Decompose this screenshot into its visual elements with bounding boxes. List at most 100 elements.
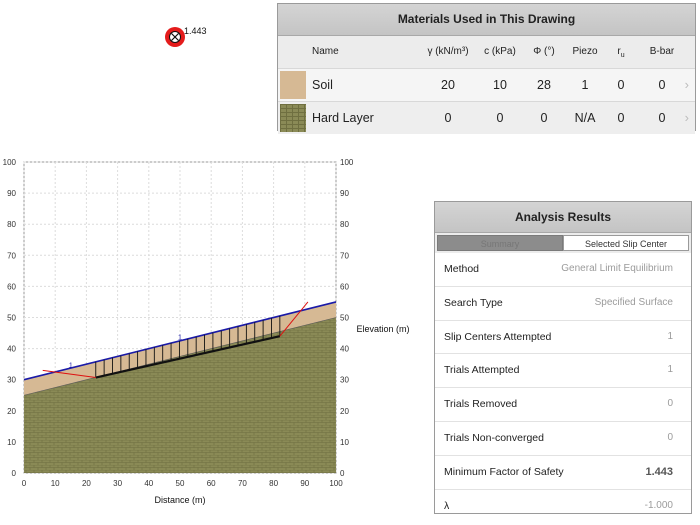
materials-panel: Materials Used in This Drawing Name γ (k… (277, 3, 696, 134)
y-tick-label-left: 90 (7, 189, 16, 198)
chart-materials (24, 301, 336, 473)
exit-extension-line (279, 301, 309, 337)
result-label: Minimum Factor of Safety (444, 465, 564, 478)
y-tick-label-right: 100 (340, 158, 354, 167)
material-name: Soil (312, 78, 333, 92)
material-bbar: 0 (658, 78, 666, 92)
y-tick-label-left: 40 (7, 345, 16, 354)
x-tick-label: 10 (51, 479, 60, 488)
header-phi: Φ (°) (533, 46, 555, 57)
materials-title: Materials Used in This Drawing (278, 4, 695, 36)
y-tick-label-right: 20 (340, 407, 349, 416)
x-tick-label: 50 (176, 479, 185, 488)
result-label: Search Type (444, 296, 503, 309)
chart-marks: 11 (23, 301, 337, 396)
chart-annotation: 1 (178, 334, 182, 341)
header-bbar: B-bar (649, 46, 675, 57)
material-name: Hard Layer (312, 111, 374, 125)
chevron-right-icon: › (684, 110, 689, 125)
result-label: Trials Attempted (444, 364, 520, 377)
analysis-results-panel: Analysis Results Summary Selected Slip C… (434, 201, 692, 514)
analysis-title: Analysis Results (435, 202, 691, 233)
material-ru: 0 (617, 111, 625, 125)
material-phi: 28 (537, 78, 551, 92)
material-ru: 0 (617, 78, 625, 92)
slip-surface-line (95, 335, 281, 379)
material-gamma: 20 (441, 78, 455, 92)
result-label: Slip Centers Attempted (444, 330, 552, 343)
result-value: 0 (667, 431, 673, 443)
material-piezo: 1 (581, 78, 589, 92)
y-tick-label-left: 20 (7, 407, 16, 416)
tab-summary[interactable]: Summary (437, 235, 563, 251)
result-label: Trials Non-converged (444, 431, 544, 444)
hard-layer-region (24, 317, 336, 473)
result-label: Trials Removed (444, 398, 518, 411)
result-label: λ (444, 499, 450, 512)
material-phi: 0 (540, 111, 548, 125)
result-row: Trials Non-converged 0 (435, 420, 691, 455)
x-tick-label: 60 (207, 479, 216, 488)
material-piezo: N/A (574, 111, 596, 125)
result-row: λ -1.000 (435, 488, 691, 523)
header-name: Name (312, 46, 339, 57)
material-gamma: 0 (444, 111, 452, 125)
y-tick-label-left: 0 (12, 469, 17, 478)
y-tick-label-left: 70 (7, 251, 16, 260)
result-value: 1 (667, 330, 673, 342)
y-tick-label-right: 40 (340, 345, 349, 354)
result-value: -1.000 (644, 499, 673, 511)
result-row: Method General Limit Equilibrium (435, 253, 691, 286)
y-tick-label-left: 30 (7, 376, 16, 385)
x-tick-label: 40 (144, 479, 153, 488)
result-value: 0 (667, 398, 673, 410)
x-tick-label: 20 (82, 479, 91, 488)
material-cohesion: 0 (496, 111, 504, 125)
y-tick-label-right: 60 (340, 282, 349, 291)
result-value: General Limit Equilibrium (561, 263, 673, 274)
y-tick-label-right: 0 (340, 469, 345, 478)
y-tick-label-left: 60 (7, 282, 16, 291)
slip-center-icon[interactable] (164, 26, 186, 48)
y-tick-label-right: 30 (340, 376, 349, 385)
result-value: 1.443 (645, 465, 673, 478)
analysis-tabs: Summary Selected Slip Center (435, 233, 691, 253)
materials-header-row: Name γ (kN/m³) c (kPa) Φ (°) Piezo ru B-… (278, 36, 695, 68)
soil-swatch (280, 71, 306, 99)
y-tick-label-right: 80 (340, 220, 349, 229)
x-axis-label: Distance (m) (154, 495, 205, 505)
hard-layer-swatch (280, 104, 306, 132)
slip-center-fs-label: 1.443 (184, 26, 207, 36)
result-row: Slip Centers Attempted 1 (435, 319, 691, 354)
y-tick-label-right: 50 (340, 314, 349, 323)
chevron-right-icon: › (684, 77, 689, 92)
x-tick-label: 0 (22, 479, 27, 488)
header-cohesion: c (kPa) (484, 46, 516, 57)
header-piezo: Piezo (572, 46, 598, 57)
y-tick-label-left: 10 (7, 438, 16, 447)
y-axis-label: Elevation (m) (356, 324, 409, 334)
x-tick-label: 70 (238, 479, 247, 488)
soil-region (24, 301, 336, 396)
x-tick-label: 30 (113, 479, 122, 488)
material-bbar: 0 (658, 111, 666, 125)
result-row: Minimum Factor of Safety 1.443 (435, 454, 691, 489)
x-tick-label: 90 (300, 479, 309, 488)
y-tick-label-right: 10 (340, 438, 349, 447)
y-tick-label-left: 100 (3, 158, 17, 167)
y-tick-label-left: 80 (7, 220, 16, 229)
material-cohesion: 10 (493, 78, 507, 92)
result-row: Trials Attempted 1 (435, 353, 691, 387)
y-tick-label-right: 70 (340, 251, 349, 260)
result-row: Search Type Specified Surface (435, 285, 691, 320)
header-ru: ru (617, 46, 625, 59)
result-label: Method (444, 263, 480, 275)
material-row-soil[interactable]: Soil 20 10 28 1 0 0 › (278, 68, 695, 101)
material-row-hard-layer[interactable]: Hard Layer 0 0 0 N/A 0 0 › (278, 101, 695, 134)
tab-selected-slip-center[interactable]: Selected Slip Center (563, 235, 689, 251)
x-tick-label: 100 (329, 479, 343, 488)
entry-extension-line (42, 369, 96, 379)
header-gamma: γ (kN/m³) (427, 46, 469, 57)
